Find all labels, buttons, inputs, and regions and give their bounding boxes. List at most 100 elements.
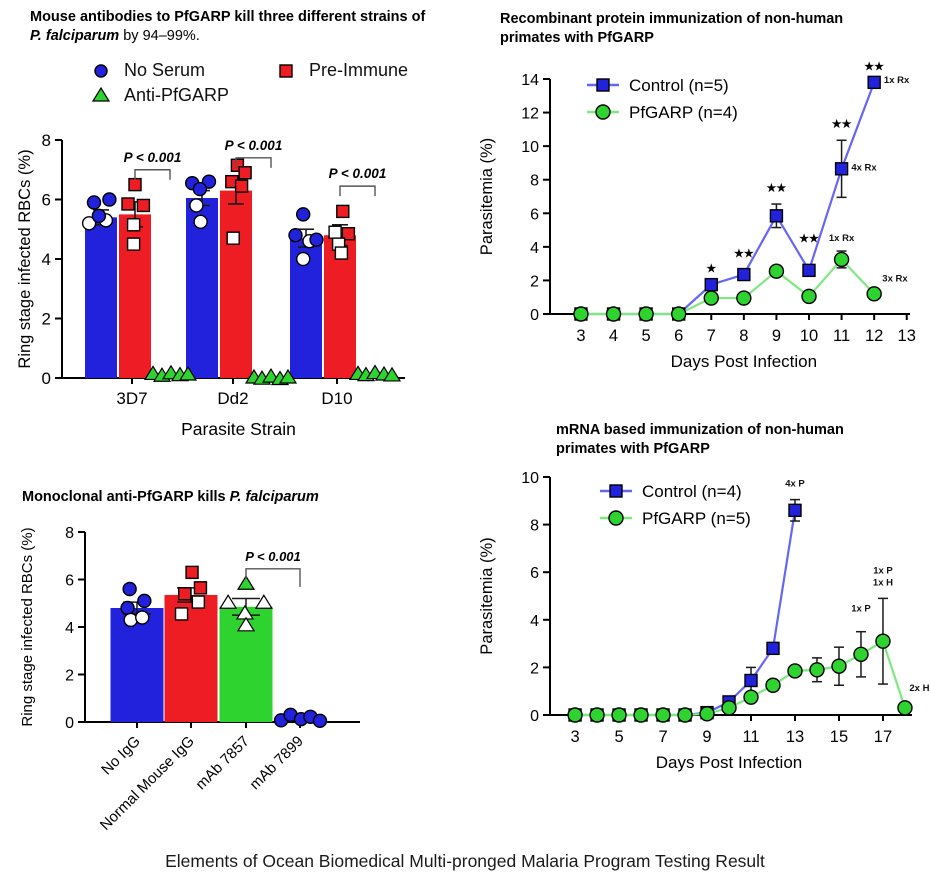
svg-text:No IgG: No IgG [98,733,144,779]
svg-text:2x H: 2x H [909,683,929,694]
plot-area: 0 2 4 6 8 Ring stage infected RBCs (%) 3D7 Dd2 D… [16,131,405,439]
chart-legend: Control (n=4) PfGARP (n=5) [600,482,751,528]
svg-text:1x Rx: 1x Rx [884,75,910,86]
svg-text:3: 3 [576,327,585,345]
svg-text:0: 0 [530,708,539,725]
svg-text:5: 5 [642,327,651,345]
panel4-title-line2: primates with PfGARP [556,441,710,457]
panel4-title: mRNA based immunization of non-human pri… [556,421,916,459]
data-points [567,503,913,723]
svg-text:2: 2 [42,310,51,329]
svg-text:Parasite Strain: Parasite Strain [181,419,296,439]
svg-text:P < 0.001: P < 0.001 [329,166,387,181]
svg-text:D10: D10 [321,389,352,408]
svg-text:4x Rx: 4x Rx [851,162,877,173]
scatter-points [120,565,328,729]
svg-text:6: 6 [65,573,74,590]
panel3-title-species: P. falciparum [229,489,319,505]
svg-text:11: 11 [742,728,759,746]
svg-text:8: 8 [530,173,539,190]
panel2-chart: 0 2 4 6 8 10 12 14 3 4 5 6 7 8 9 10 11 12 13 Days Post Infe… [478,61,916,371]
svg-text:P < 0.001: P < 0.001 [245,549,301,564]
data-points [573,75,882,322]
annotations: 4x P1x P1x P1x H2x H [785,479,929,695]
significance-brackets: P < 0.001 [245,549,301,587]
svg-text:1x P: 1x P [851,603,871,614]
panel1-title-rest: by 94–99%. [119,28,200,44]
svg-text:13: 13 [786,728,804,746]
svg-text:Parasitemia (%): Parasitemia (%) [478,537,496,654]
svg-text:9: 9 [702,728,711,746]
svg-text:10: 10 [521,139,539,156]
panel3-title-text: Monoclonal anti-PfGARP kills [22,489,230,505]
svg-text:1x H: 1x H [873,577,893,588]
chart-legend: Control (n=5) PfGARP (n=4) [587,76,738,122]
svg-text:mAb 7899: mAb 7899 [246,733,306,793]
svg-text:Days Post Infection: Days Post Infection [671,352,817,371]
svg-text:Control (n=5): Control (n=5) [629,76,729,95]
svg-text:4x P: 4x P [785,479,805,490]
svg-text:6: 6 [42,191,51,210]
bars [85,176,391,378]
svg-text:10: 10 [800,327,818,345]
svg-text:PfGARP (n=4): PfGARP (n=4) [629,103,738,122]
svg-text:13: 13 [898,327,916,345]
x-axis-labels: 3D7 Dd2 D10 Parasite Strain [116,378,353,439]
svg-text:7: 7 [707,327,716,345]
svg-text:Parasitemia (%): Parasitemia (%) [478,138,496,255]
svg-text:★: ★ [706,263,716,275]
panel2-title-line1: Recombinant protein immunization of non-… [500,11,844,27]
panel4-title-line1: mRNA based immunization of non-human [556,422,844,438]
svg-text:★★: ★★ [734,248,754,260]
svg-text:Ring stage infected RBCs (%): Ring stage infected RBCs (%) [19,527,36,726]
svg-text:3: 3 [570,728,579,746]
legend-label-pre-immune: Pre-Immune [309,60,409,80]
panel2-title-line2: primates with PfGARP [500,30,654,46]
svg-text:mAb 7857: mAb 7857 [192,733,252,793]
svg-text:★★: ★★ [832,119,852,131]
scatter-points [81,158,402,386]
legend-item-pre-immune: Pre-Immune [277,60,408,81]
legend-item-no-serum: No Serum [92,60,277,81]
svg-text:★★: ★★ [767,182,787,194]
svg-text:8: 8 [530,518,539,535]
panel1-title-line1: Mouse antibodies to PfGARP kill three di… [30,9,426,25]
svg-text:PfGARP (n=5): PfGARP (n=5) [642,509,751,528]
panel1-legend: No Serum Pre-Immune Anti-PfGARP [92,60,408,106]
svg-text:12: 12 [865,327,883,345]
svg-text:P < 0.001: P < 0.001 [124,150,182,165]
svg-text:6: 6 [674,327,683,345]
svg-text:2: 2 [530,660,539,677]
svg-text:2: 2 [65,668,74,685]
legend-item-anti-pfgarp: Anti-PfGARP [92,85,277,106]
svg-text:4: 4 [530,240,539,257]
svg-text:11: 11 [833,327,850,345]
series-lines [580,81,876,316]
svg-text:Days Post Infection: Days Post Infection [656,753,802,772]
svg-text:7: 7 [658,728,667,746]
panel1-title-species: P. falciparum [30,28,120,44]
svg-text:4: 4 [42,250,51,269]
svg-text:6: 6 [530,565,539,582]
svg-text:P < 0.001: P < 0.001 [225,138,283,153]
svg-text:8: 8 [42,131,51,150]
svg-text:Ring stage infected RBCs (%): Ring stage infected RBCs (%) [16,149,34,368]
x-axis-labels: 3 5 7 9 11 13 15 17 Days Post Infection [570,715,892,772]
svg-text:17: 17 [874,728,892,746]
svg-text:4: 4 [609,327,618,345]
panel3-chart: 0 2 4 6 8 Ring stage infected RBCs (%) No IgGN… [19,525,360,834]
svg-text:3x Rx: 3x Rx [882,273,908,284]
svg-text:Control (n=4): Control (n=4) [642,482,742,501]
panel1-title: Mouse antibodies to PfGARP kill three di… [30,8,475,46]
svg-text:4: 4 [530,613,539,630]
panel2-title: Recombinant protein immunization of non-… [500,10,900,48]
figure-caption: Elements of Ocean Biomedical Multi-prong… [165,851,765,871]
svg-text:2: 2 [530,273,539,290]
pre-immune-marker-icon [279,64,293,78]
panel1-chart: 0 2 4 6 8 Ring stage infected RBCs (%) 3D7 Dd2 D… [16,131,405,439]
significance-brackets: P < 0.001 P < 0.001 P < 0.001 [124,138,387,197]
svg-text:9: 9 [772,327,781,345]
plot-area: 0 2 4 6 8 10 3 5 7 9 11 13 15 17 Days Post Infection Pa… [478,470,930,772]
